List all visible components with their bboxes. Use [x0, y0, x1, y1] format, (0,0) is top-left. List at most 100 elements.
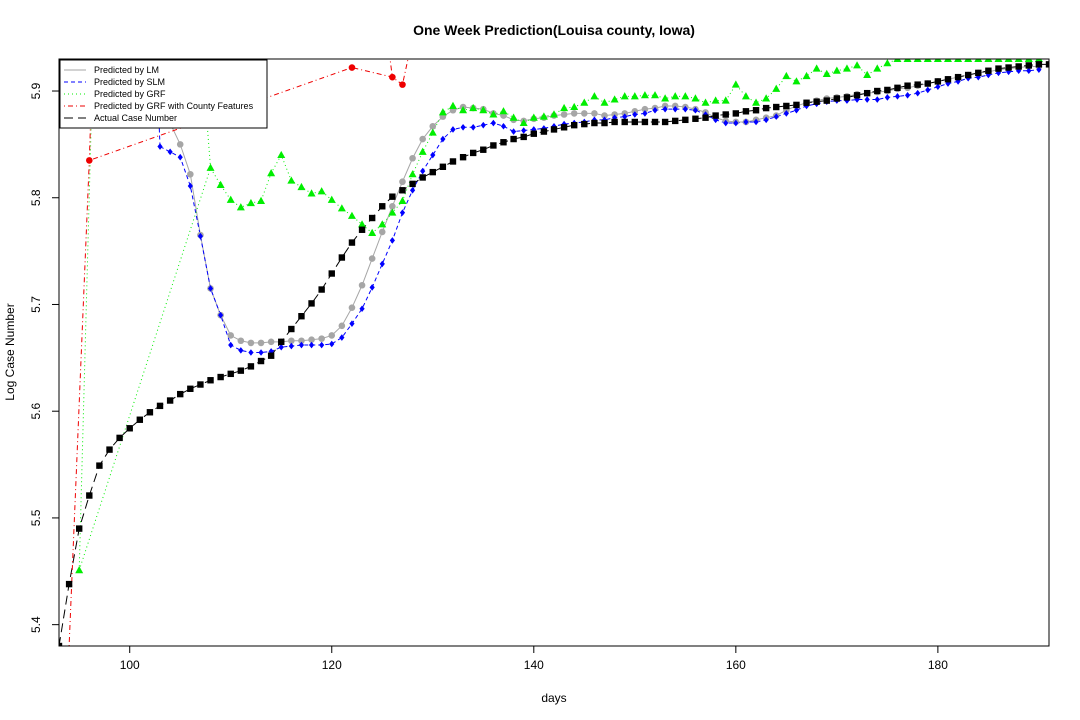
data-point	[541, 125, 547, 132]
data-point	[742, 108, 750, 115]
data-point	[288, 337, 295, 345]
data-point	[359, 305, 365, 313]
data-point	[904, 82, 911, 89]
data-point	[772, 84, 781, 92]
data-point	[783, 110, 789, 117]
data-point	[672, 117, 679, 125]
data-point	[509, 113, 518, 121]
data-point	[510, 135, 517, 143]
data-point	[671, 92, 680, 100]
data-point	[420, 167, 426, 175]
data-point	[530, 130, 537, 137]
data-point	[369, 284, 375, 291]
data-point	[288, 325, 295, 333]
data-point	[915, 89, 921, 97]
data-point	[610, 95, 619, 103]
data-point	[248, 349, 254, 356]
data-point	[268, 348, 274, 355]
data-point	[691, 94, 700, 102]
data-point	[702, 114, 709, 121]
data-point	[307, 189, 316, 197]
x-tick-label: 180	[928, 658, 948, 672]
data-point	[287, 176, 296, 184]
data-point	[843, 94, 851, 101]
data-point	[267, 338, 275, 346]
data-point	[388, 208, 397, 216]
data-point	[753, 118, 759, 126]
data-point	[520, 133, 527, 141]
data-point	[560, 103, 569, 112]
data-point	[438, 108, 447, 116]
data-point	[812, 64, 821, 72]
data-point	[581, 120, 588, 128]
data-point	[378, 228, 386, 236]
y-tick-label: 5.7	[29, 296, 43, 313]
data-point	[448, 101, 457, 109]
data-point	[399, 187, 406, 194]
data-point	[176, 141, 184, 148]
data-point	[358, 220, 367, 228]
data-point	[631, 118, 639, 126]
data-point	[238, 347, 244, 354]
data-point	[934, 78, 942, 85]
data-point	[752, 98, 761, 106]
data-point	[106, 446, 113, 453]
data-point	[197, 381, 204, 388]
y-tick-label: 5.5	[29, 509, 43, 526]
x-axis-label: days	[541, 691, 566, 705]
data-point	[409, 154, 416, 162]
data-point	[419, 135, 426, 143]
data-point	[318, 286, 325, 293]
data-point	[146, 409, 154, 416]
y-tick-label: 5.4	[29, 616, 43, 633]
data-point	[439, 163, 447, 170]
data-point	[540, 128, 548, 135]
series-line	[159, 65, 1039, 344]
data-point	[893, 59, 902, 62]
data-point	[499, 107, 508, 115]
data-point	[874, 96, 880, 103]
data-point	[368, 228, 377, 236]
data-point	[823, 97, 830, 104]
data-point	[298, 337, 305, 345]
data-point	[156, 402, 164, 410]
data-point	[570, 102, 579, 111]
data-point	[560, 124, 568, 131]
series-line-actual-case-number	[59, 63, 1049, 646]
data-point	[943, 59, 952, 62]
data-point	[218, 311, 224, 319]
data-point	[641, 118, 649, 126]
data-point	[621, 118, 628, 126]
data-point	[722, 111, 729, 118]
data-point	[430, 151, 436, 159]
x-tick-label: 100	[120, 658, 140, 672]
data-point	[187, 182, 193, 190]
data-point	[975, 69, 982, 77]
data-point	[59, 642, 63, 646]
data-point	[762, 104, 770, 112]
data-point	[762, 94, 771, 102]
data-point	[1045, 61, 1049, 68]
data-point	[469, 149, 477, 157]
data-point	[521, 127, 527, 134]
data-point	[297, 182, 306, 191]
data-point	[479, 106, 488, 114]
data-point	[652, 106, 658, 114]
data-point	[974, 59, 983, 62]
data-point	[651, 118, 659, 126]
data-point	[348, 304, 356, 311]
data-point	[1005, 64, 1012, 71]
data-point	[207, 377, 214, 384]
data-point	[721, 96, 730, 104]
data-point	[642, 110, 648, 117]
plot-frame	[58, 58, 1050, 647]
data-point	[328, 332, 336, 339]
data-point	[267, 352, 275, 359]
data-point	[329, 340, 335, 348]
data-point	[731, 80, 740, 88]
data-point	[258, 349, 264, 356]
series-points-predicted-by-slm	[157, 66, 1042, 356]
data-point	[640, 91, 649, 99]
data-point	[267, 168, 276, 177]
data-point	[923, 59, 932, 62]
